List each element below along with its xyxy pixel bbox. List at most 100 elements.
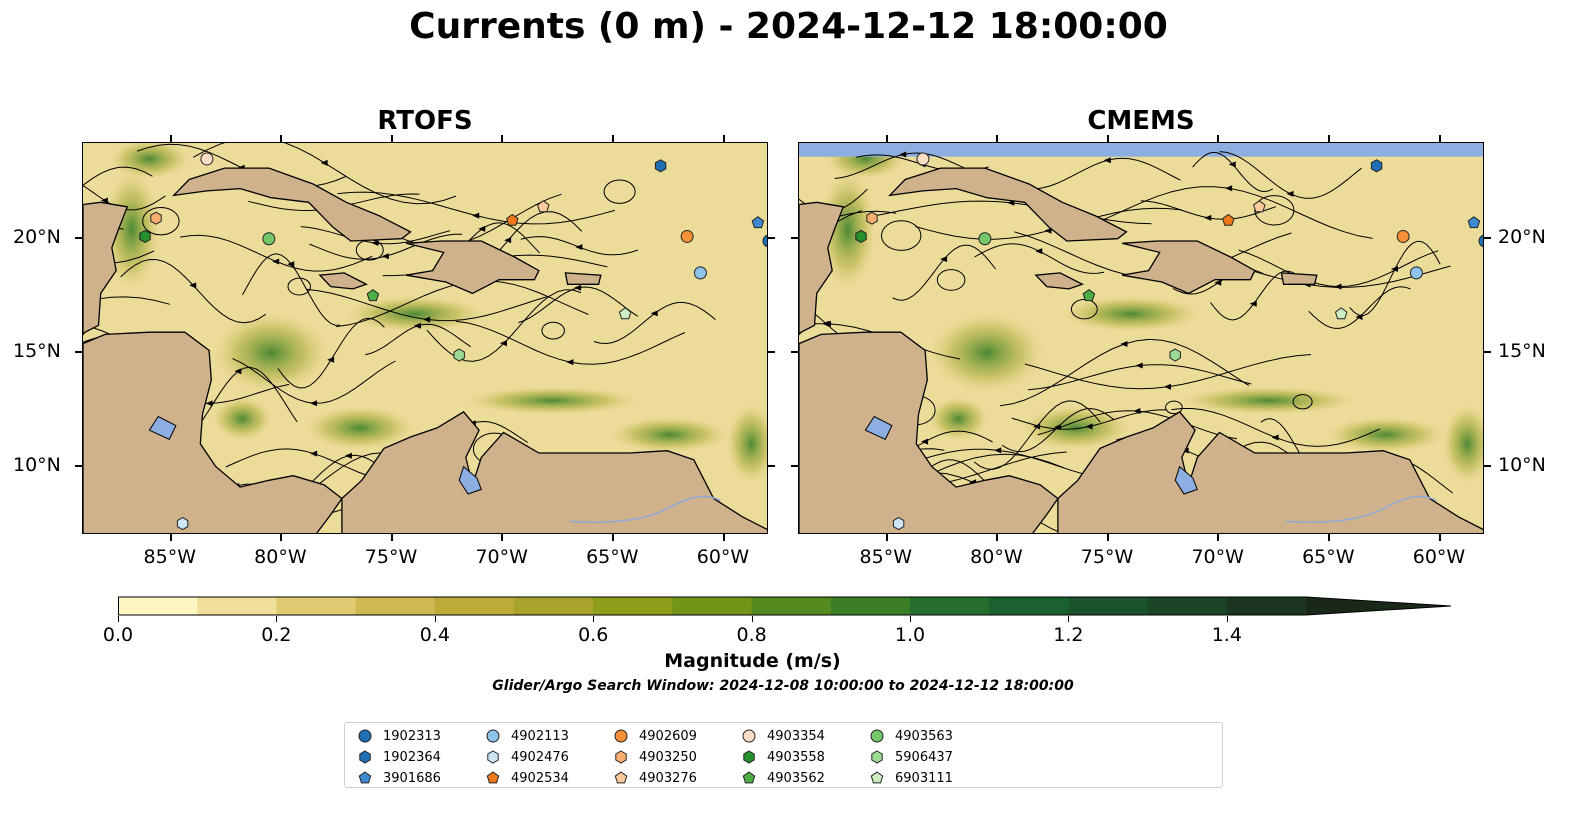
float-marker-4903563 (978, 232, 992, 246)
lon-tick (1106, 135, 1109, 142)
colorbar-label: Magnitude (m/s) (664, 650, 841, 672)
float-marker-4903276 (1253, 200, 1266, 213)
colorbar-bin (514, 597, 594, 615)
colorbar-tick (118, 616, 119, 622)
lon-tick (722, 534, 725, 541)
legend-item: 5906437 (869, 748, 953, 766)
land-centralAm (83, 331, 343, 533)
colorbar-tick (1226, 616, 1228, 622)
panel-title-rtofs: RTOFS (377, 106, 473, 136)
colorbar-tick (1068, 616, 1070, 622)
legend-label: 4903558 (767, 749, 825, 765)
float-marker-4903562 (1082, 289, 1096, 302)
float-marker-1902313 (762, 234, 767, 248)
float-marker-4902534 (506, 213, 519, 226)
legend-item: 1902313 (357, 727, 441, 745)
river (569, 495, 721, 523)
lat-tick (75, 236, 82, 239)
colorbar-tick-label: 1.0 (894, 624, 926, 646)
lon-tick (390, 135, 393, 142)
colorbar-bin (910, 597, 990, 615)
lake (148, 415, 177, 440)
river (1285, 495, 1437, 523)
legend-label: 4902609 (639, 728, 697, 744)
lon-tick-label: 65°W (1302, 546, 1355, 568)
legend-item: 4903276 (613, 769, 697, 787)
legend-marker (358, 771, 372, 784)
search-window-text: Glider/Argo Search Window: 2024-12-08 10… (492, 678, 1074, 694)
colorbar-extend-arrow (1306, 597, 1451, 615)
map-panel-cmems[interactable] (798, 142, 1484, 534)
legend-marker (870, 771, 884, 784)
lon-tick (501, 534, 504, 541)
float-marker-4902609 (680, 229, 694, 243)
lon-tick-label: 75°W (364, 546, 418, 568)
legend-item: 4902609 (613, 727, 697, 745)
lon-tick (390, 534, 393, 541)
legend-marker (486, 771, 500, 784)
colorbar-tick-label: 1.2 (1053, 624, 1084, 646)
lon-tick (885, 135, 888, 142)
lon-tick (280, 534, 283, 541)
float-marker-5906437 (453, 348, 465, 362)
lon-tick (885, 534, 888, 541)
legend-label: 1902364 (383, 749, 441, 765)
legend-label: 4903276 (639, 770, 697, 786)
legend-item: 4903354 (741, 727, 825, 745)
float-marker-3901686 (1467, 216, 1481, 229)
land-hispaniola (405, 240, 540, 295)
float-marker-1902313 (1478, 234, 1483, 248)
legend-marker (615, 750, 627, 764)
lake (864, 415, 893, 440)
colorbar-tick (910, 616, 911, 622)
legend-item: 4903250 (613, 748, 697, 766)
colorbar-bin (830, 597, 911, 615)
legend-label: 6903111 (895, 770, 953, 786)
legend-marker (487, 750, 499, 764)
legend-label: 3901686 (383, 770, 441, 786)
lat-tick-label: 20°N (1498, 225, 1546, 248)
lon-tick (280, 135, 283, 142)
colorbar-bin (1147, 597, 1228, 615)
colorbar-bin (276, 597, 357, 615)
lon-tick (1328, 135, 1331, 142)
colorbar-tick-label: 0.2 (261, 624, 292, 646)
float-marker-4902476 (176, 517, 189, 531)
float-marker-4903562 (366, 289, 380, 302)
legend-item: 3901686 (357, 769, 441, 787)
float-marker-4903276 (537, 200, 550, 213)
lat-tick-label: 15°N (1498, 339, 1546, 362)
legend-marker (614, 729, 628, 743)
float-marker-4903250 (866, 211, 878, 225)
lon-tick (169, 135, 172, 142)
lon-tick (1328, 534, 1331, 541)
lat-tick-label: 15°N (13, 339, 61, 362)
legend-item: 4902534 (485, 769, 569, 787)
float-marker-4903563 (262, 232, 276, 246)
float-marker-3901686 (751, 216, 765, 229)
lat-tick-label: 20°N (13, 225, 61, 248)
lat-tick (791, 350, 798, 353)
lon-tick-label: 80°W (254, 546, 307, 568)
legend-item: 4903558 (741, 748, 825, 766)
lon-tick (501, 135, 504, 142)
float-marker-4903558 (855, 229, 867, 243)
float-marker-4902113 (1409, 266, 1423, 280)
legend-item: 4902476 (485, 748, 569, 766)
lat-tick (75, 464, 82, 467)
float-marker-1902364 (1370, 159, 1383, 173)
legend-marker (614, 771, 628, 784)
lat-tick (768, 464, 775, 467)
colorbar-tick-label: 0.6 (578, 624, 609, 646)
lat-tick-label: 10°N (13, 453, 61, 476)
legend-label: 4903250 (639, 749, 697, 765)
float-marker-4902476 (892, 517, 905, 531)
lon-tick (996, 135, 999, 142)
map-panel-rtofs[interactable] (82, 142, 768, 534)
float-marker-5906437 (1169, 348, 1181, 362)
lon-tick (1438, 135, 1441, 142)
land-yucatan (799, 201, 845, 336)
legend-marker (742, 729, 756, 743)
lat-tick-label: 10°N (1498, 453, 1546, 476)
land-yucatan (83, 201, 129, 336)
